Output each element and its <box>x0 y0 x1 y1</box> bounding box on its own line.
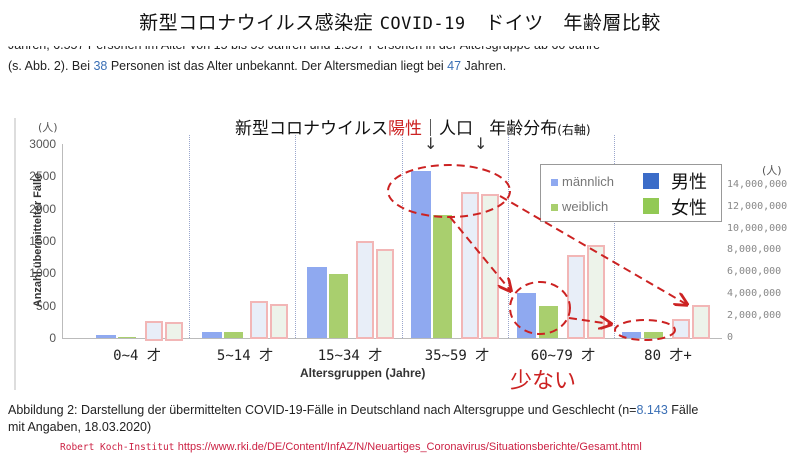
figure-caption-line-1: Abbildung 2: Darstellung der übermittelt… <box>8 403 698 417</box>
legend-swatch-female <box>551 204 558 212</box>
y2-tick: 4,000,000 <box>727 288 782 299</box>
bar-female-35-59 <box>433 215 452 338</box>
text: Personen ist das Alter unbekannt. Der Al… <box>107 59 448 73</box>
bar-pop-female-0-4 <box>165 322 183 341</box>
x-category: 5~14 才 <box>216 348 274 364</box>
y-tick: 1500 <box>29 234 56 248</box>
title-compare: 年齢層比較 <box>563 12 661 34</box>
arrow-down-icon: ↓ <box>474 134 488 153</box>
x-category: 15~34 才 <box>317 348 383 364</box>
number-median-age: 47 <box>447 59 462 73</box>
y2-tick: 12,000,000 <box>727 201 788 212</box>
bar-female-5-14 <box>224 332 243 338</box>
text: Abbildung 2: Darstellung der übermittelt… <box>8 403 637 417</box>
text: Fälle <box>667 403 699 417</box>
group-separator <box>402 135 403 338</box>
y-tick: 2500 <box>29 169 56 183</box>
x-category: 35~59 才 <box>424 348 490 364</box>
bar-pop-male-0-4 <box>145 321 163 341</box>
y2-tick: 2,000,000 <box>727 310 782 321</box>
bar-pop-male-80-plus <box>672 319 690 339</box>
chart-subtitle: 新型コロナウイルス陽性｜人口 年齢分布(右軸) <box>235 114 591 139</box>
group-separator <box>189 135 190 338</box>
bar-pop-female-5-14 <box>270 304 288 339</box>
y2-tick: 10,000,000 <box>727 223 788 234</box>
x-category: 0~4 才 <box>113 348 161 364</box>
chart-legend: männlich weiblich 男性 女性 <box>540 164 722 222</box>
bar-female-15-34 <box>329 274 348 338</box>
bar-pop-male-5-14 <box>250 301 268 339</box>
text: Jahren. <box>461 59 507 73</box>
y-tick: 1000 <box>29 266 56 280</box>
bar-male-5-14 <box>202 332 222 338</box>
y2-axis-unit: (人) <box>762 164 782 177</box>
title-jp: 新型コロナウイルス感染症 <box>139 12 374 34</box>
number-n: 8.143 <box>636 403 668 417</box>
bar-male-15-34 <box>307 267 327 338</box>
bar-pop-female-80-plus <box>692 305 710 339</box>
legend-item-female: weiblich <box>551 199 608 214</box>
group-separator <box>508 135 509 338</box>
highlight-ellipse-35-59 <box>387 164 511 218</box>
title-code: COVID-19 <box>379 14 466 34</box>
y2-tick: 8,000,000 <box>727 244 782 255</box>
number-unknown-age: 38 <box>93 59 108 73</box>
x-category: 80 才+ <box>644 348 692 364</box>
group-separator <box>295 135 296 338</box>
bar-pop-male-35-59 <box>461 192 479 339</box>
legend-item-male: männlich <box>551 174 614 189</box>
bar-pop-male-15-34 <box>356 241 374 339</box>
highlight-ellipse-80-plus <box>614 319 676 341</box>
bar-female-80-plus <box>644 332 663 338</box>
figure-caption-line-2: mit Angaben, 18.03.2020) <box>8 420 152 434</box>
y2-tick: 0 <box>727 332 734 343</box>
y2-tick: 6,000,000 <box>727 266 782 277</box>
bar-male-60-79 <box>517 293 536 338</box>
highlight-ellipse-60-79 <box>509 281 571 335</box>
y-tick: 3000 <box>29 137 56 151</box>
source-credit: Robert Koch-Institut https://www.rki.de/… <box>60 441 642 453</box>
legend-label-male-jp: 男性 <box>671 172 707 193</box>
y-tick: 2000 <box>29 202 56 216</box>
legend-swatch-male-jp <box>643 173 659 189</box>
legend-label: weiblich <box>562 199 609 214</box>
title-country: ドイツ <box>485 12 544 34</box>
x-axis-title: Altersgruppen (Jahre) <box>300 366 426 380</box>
bar-male-80-plus <box>622 332 641 338</box>
page-title: 新型コロナウイルス感染症 COVID-19 ドイツ 年齢層比較 <box>0 8 800 35</box>
subtitle-text: 新型コロナウイルス <box>235 119 388 139</box>
x-category: 60~79 才 <box>530 348 596 364</box>
source-url-link[interactable]: https://www.rki.de/DE/Content/InfAZ/N/Ne… <box>177 441 642 453</box>
bar-pop-female-35-59 <box>481 194 499 339</box>
subtitle-positive: 陽性 <box>388 119 422 139</box>
bar-pop-female-15-34 <box>376 249 394 339</box>
y-axis-line <box>62 144 63 339</box>
bar-female-0-4 <box>118 337 136 338</box>
bar-male-0-4 <box>96 335 116 338</box>
paragraph-line-1: Jahren, 6.557 Personen im Alter von 15 b… <box>8 38 601 52</box>
y2-tick: 14,000,000 <box>727 179 788 190</box>
subtitle-right-axis: (右軸) <box>557 123 591 137</box>
legend-label-female-jp: 女性 <box>671 198 707 219</box>
y-tick: 0 <box>49 331 56 345</box>
chart-frame-line <box>14 118 16 390</box>
text: (s. Abb. 2). Bei <box>8 59 94 73</box>
paragraph-line-2: (s. Abb. 2). Bei 38 Personen ist das Alt… <box>8 59 506 73</box>
y-tick: 500 <box>35 299 56 313</box>
arrow-down-icon: ↓ <box>424 134 438 153</box>
legend-label: männlich <box>562 174 615 189</box>
subtitle-population: ｜人口 <box>422 119 473 139</box>
annotation-few-label: 少ない <box>510 369 577 394</box>
group-separator <box>614 135 615 338</box>
source-org: Robert Koch-Institut <box>60 442 175 453</box>
bar-female-60-79 <box>539 306 558 338</box>
legend-swatch-female-jp <box>643 198 659 214</box>
y-axis-unit: (人) <box>38 121 58 134</box>
legend-swatch-male <box>551 179 558 187</box>
subtitle-age-dist: 年齢分布 <box>489 119 558 139</box>
